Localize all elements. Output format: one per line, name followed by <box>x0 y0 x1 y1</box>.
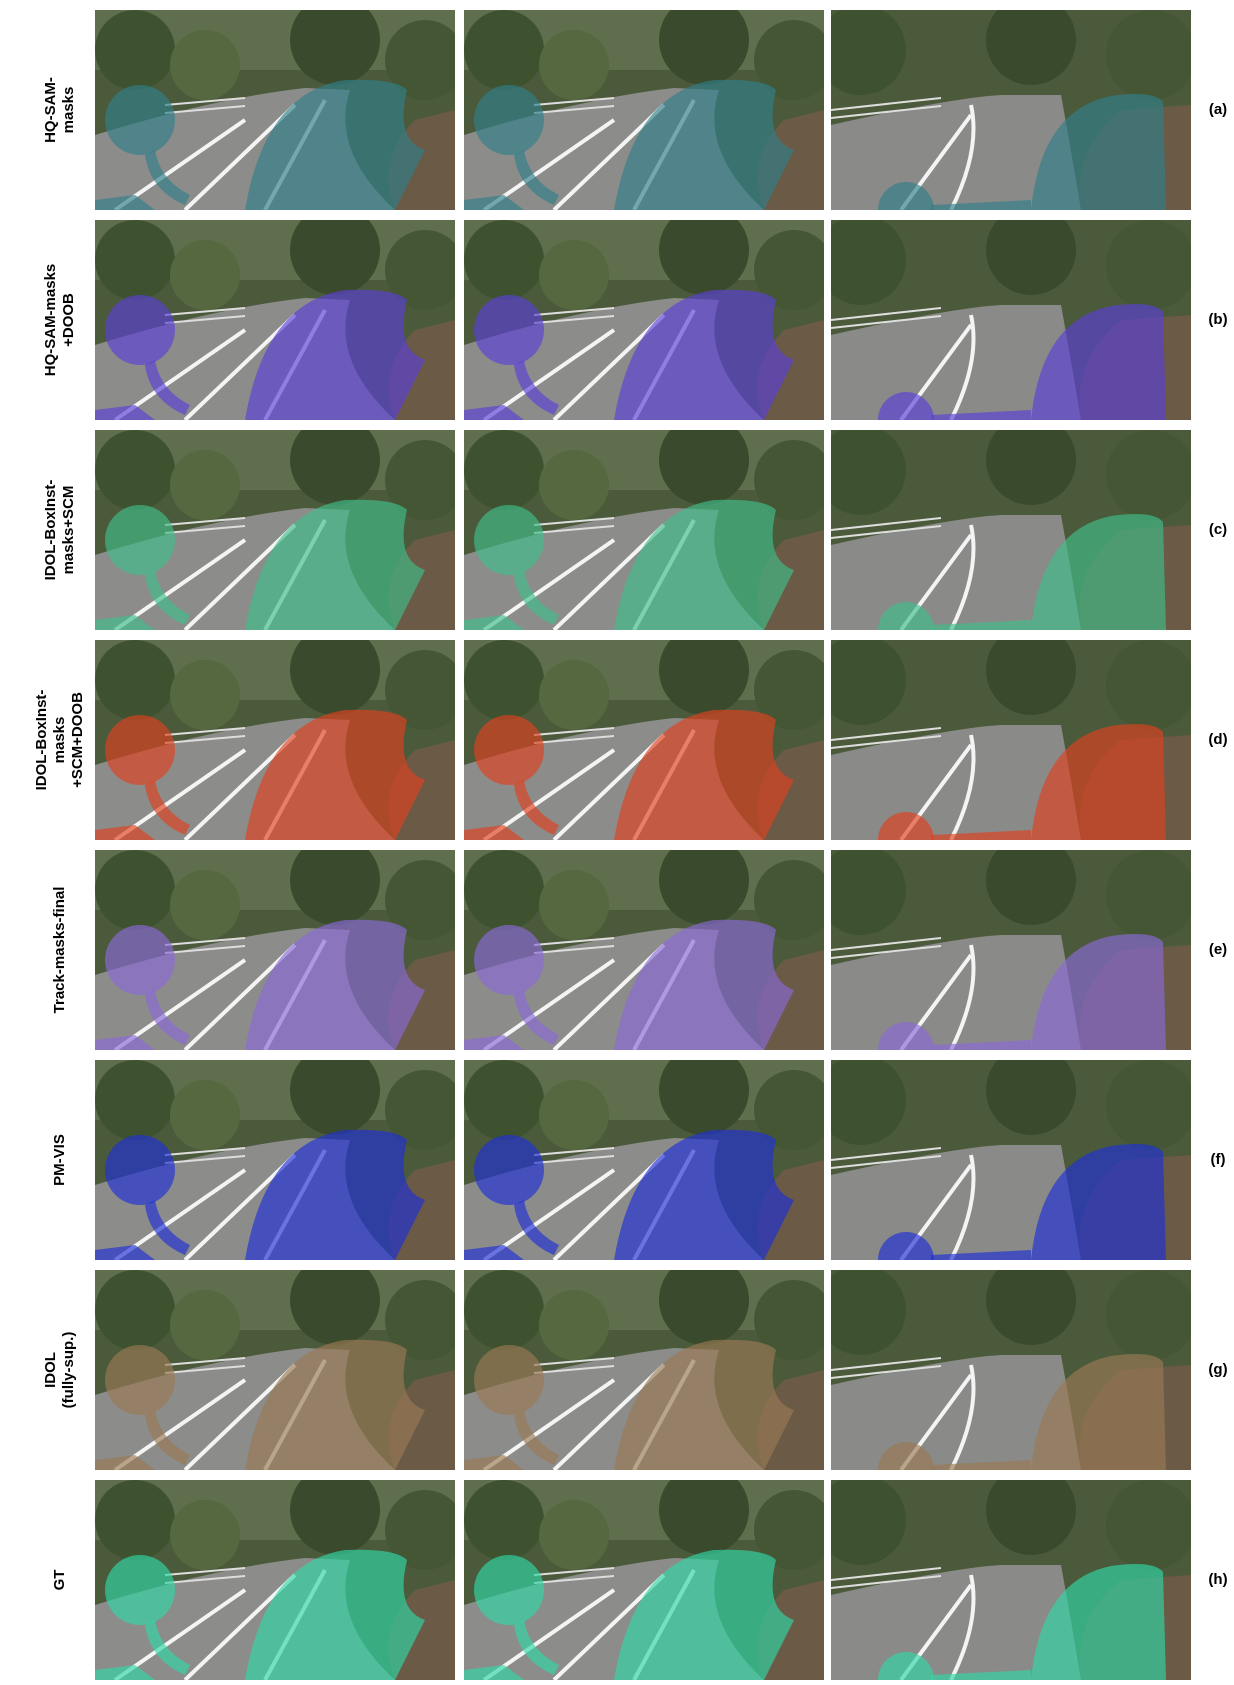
image-cell <box>464 625 834 840</box>
mask <box>474 505 544 575</box>
mask <box>474 1345 544 1415</box>
row-label-line: IDOL-BoxInst- <box>33 690 50 791</box>
image-cell <box>95 0 465 210</box>
image-cell <box>464 0 834 210</box>
row-tag: (e) <box>1209 941 1227 958</box>
row-label-line: HQ-SAM- <box>42 77 59 143</box>
row-tag: (a) <box>1209 101 1227 118</box>
mask <box>105 505 175 575</box>
row-label-line: IDOL <box>42 1352 59 1388</box>
row-tag: (c) <box>1209 521 1227 538</box>
image-cell <box>816 1255 1196 1498</box>
row-tag: (h) <box>1208 1571 1227 1588</box>
mask <box>105 295 175 365</box>
row-label: IDOL-BoxInst-masks+SCM+DOOB <box>33 690 86 791</box>
mask <box>474 715 544 785</box>
row-label: HQ-SAM-masks <box>42 77 77 143</box>
row-label: HQ-SAM-masks+DOOB <box>42 264 77 377</box>
mask <box>105 925 175 995</box>
row-label-line: IDOL-BoxInst- <box>42 480 59 581</box>
image-cell <box>464 1465 834 1680</box>
row-label-line: (fully-sup.) <box>60 1332 77 1409</box>
row-label: IDOL(fully-sup.) <box>42 1332 77 1409</box>
mask <box>474 1555 544 1625</box>
row-label: IDOL-BoxInst-masks+SCM <box>42 480 77 581</box>
image-cell <box>95 1045 465 1260</box>
image-cell <box>464 1045 834 1260</box>
row-label-line: GT <box>51 1570 68 1591</box>
image-cell <box>816 1465 1196 1685</box>
mask <box>105 1345 175 1415</box>
image-cell <box>95 625 465 840</box>
image-cell <box>816 1045 1196 1288</box>
image-cell <box>816 835 1196 1078</box>
mask <box>474 1135 544 1205</box>
row-tag: (f) <box>1211 1151 1226 1168</box>
image-cell <box>464 835 834 1050</box>
image-cell <box>816 205 1196 448</box>
row-label: Track-masks-final <box>51 887 68 1014</box>
mask <box>474 925 544 995</box>
image-cell <box>95 415 465 630</box>
mask <box>105 85 175 155</box>
row-label-line: masks <box>51 717 68 764</box>
row-tag: (d) <box>1208 731 1227 748</box>
image-cell <box>816 625 1196 868</box>
image-cell <box>816 415 1196 658</box>
row-label-line: Track-masks-final <box>51 887 68 1014</box>
image-cell <box>816 0 1196 238</box>
image-cell <box>95 1255 465 1470</box>
row-label-line: +SCM+DOOB <box>69 692 86 788</box>
row-label: GT <box>51 1570 68 1591</box>
figure: HQ-SAM-masks(a)HQ-SAM-masks+DOOB(b)IDOL-… <box>0 0 1234 1685</box>
row-tag: (g) <box>1208 1361 1227 1378</box>
image-cell <box>95 205 465 420</box>
row-label-line: HQ-SAM-masks <box>42 264 59 377</box>
page: HQ-SAM-masks(a)HQ-SAM-masks+DOOB(b)IDOL-… <box>0 0 1234 1685</box>
row-label-line: +DOOB <box>60 293 77 347</box>
mask <box>474 85 544 155</box>
row-label: PM-VIS <box>51 1134 68 1186</box>
image-cell <box>95 835 465 1050</box>
row-label-line: masks+SCM <box>60 486 77 575</box>
row-tag: (b) <box>1208 311 1227 328</box>
mask <box>105 1555 175 1625</box>
row-label-line: masks <box>60 87 77 134</box>
image-cell <box>464 415 834 630</box>
image-cell <box>464 205 834 420</box>
row-label-line: PM-VIS <box>51 1134 68 1186</box>
mask <box>105 1135 175 1205</box>
mask <box>474 295 544 365</box>
mask <box>105 715 175 785</box>
image-cell <box>464 1255 834 1470</box>
image-cell <box>95 1465 465 1680</box>
